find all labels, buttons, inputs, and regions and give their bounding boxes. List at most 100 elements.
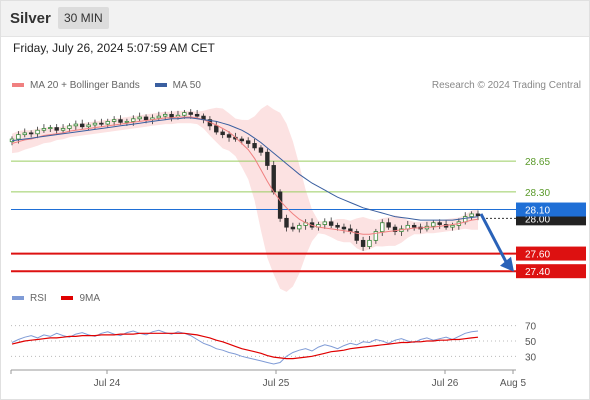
x-axis: Jul 24 Jul 25 Jul 26 Aug 5 [10,369,527,389]
rsi-tick-50: 50 [525,337,537,348]
candle-body [80,123,85,128]
candle-body [226,134,232,138]
candle-body [35,129,40,135]
candle-body [252,143,257,149]
candle-body [163,113,168,117]
legend-label-rsi: RSI [30,293,47,304]
candle-body [67,125,72,129]
candle-body [214,125,219,133]
forecast-arrow [479,213,514,272]
level-tag-27.60 [516,246,586,261]
rsi-tick-30: 30 [525,352,537,363]
candle-body [386,222,391,228]
candle-body [277,191,283,219]
level-label-28.30: 28.30 [525,188,550,199]
candle-body [265,151,270,166]
legend-item-ma50: MA 50 [154,80,201,91]
candle-body [475,213,481,217]
candle-body [271,165,276,193]
candle-body [22,132,27,136]
candle-body [137,116,142,120]
candle-body [118,119,123,123]
candle-body [297,224,302,230]
candle-body [245,140,251,144]
candle-body [111,119,117,122]
candle-body [373,231,379,241]
candle-body [431,222,436,227]
candle-body [169,113,174,118]
legend-label-ma20: MA 20 + Bollinger Bands [30,80,140,91]
main-legend: MA 20 + Bollinger Bands MA 50 [12,80,213,91]
rsi-9ma-line [11,332,479,360]
candle-body [99,122,104,125]
level-tag-27.40 [516,264,586,279]
candle-body [335,224,340,228]
legend-item-9ma: 9MA [61,293,100,304]
candle-body [86,124,91,128]
candle-body [392,226,398,232]
candle-body [354,231,359,241]
timeframe-badge[interactable]: 30 MIN [58,7,109,29]
legend-item-rsi: RSI [12,293,47,304]
legend-swatch-rsi [12,296,24,301]
candle-body [48,127,53,129]
instrument-title: Silver [10,10,51,27]
candle-body [41,128,47,131]
x-tick-label: Jul 25 [263,378,290,389]
candlesticks [9,109,481,251]
candle-body [290,226,296,230]
legend-swatch-ma20 [12,83,24,88]
candle-body [131,118,136,122]
chart-datetime: Friday, July 26, 2024 5:07:59 AM CET [13,41,215,55]
candle-body [92,122,98,126]
legend-swatch-9ma [61,296,74,301]
candle-body [156,115,162,119]
bollinger-band-area [12,104,478,292]
level-label-27.60: 27.60 [525,250,550,261]
research-credit: Research © 2024 Trading Central [431,80,581,91]
candle-body [341,226,347,230]
level-label-28.65: 28.65 [525,157,550,168]
candle-body [437,222,442,225]
last-price-label: 28.00 [525,214,550,225]
ma50-line [11,117,479,221]
forecast-arrow-head [500,256,514,272]
chart-header: Silver 30 MIN [0,0,590,37]
candle-body [380,222,385,232]
candle-body [54,127,59,131]
legend-label-ma50: MA 50 [172,80,201,91]
candle-body [16,134,21,140]
candle-body [450,224,455,228]
candle-body [360,239,366,247]
candle-body [322,221,327,225]
candle-body [258,147,264,153]
candle-body [188,112,193,115]
candle-body [284,217,289,228]
ma20-line [11,116,479,235]
candle-body [469,213,474,217]
candle-body [194,113,200,117]
legend-label-9ma: 9MA [79,293,101,304]
forecast-arrow-shaft [479,213,508,263]
legend-item-ma20: MA 20 + Bollinger Bands [12,80,140,91]
rsi-panel: 70 50 30 [11,322,537,365]
candle-body [60,128,66,131]
rsi-legend: RSI 9MA [12,293,112,304]
candle-body [124,121,130,123]
bollinger-bands [12,104,478,292]
rsi-tick-70: 70 [525,322,537,333]
x-tick-label: Jul 24 [94,378,121,389]
x-tick-label: Jul 26 [432,378,459,389]
level-label-27.40: 27.40 [525,267,550,278]
candle-body [105,121,110,125]
moving-averages [11,116,479,235]
key-levels [11,160,516,273]
candle-body [239,138,245,142]
candle-body [28,132,34,135]
level-tag-28.10 [516,202,586,217]
legend-swatch-ma50 [154,83,167,88]
candle-body [220,131,225,136]
level-label-28.10: 28.10 [525,206,550,217]
